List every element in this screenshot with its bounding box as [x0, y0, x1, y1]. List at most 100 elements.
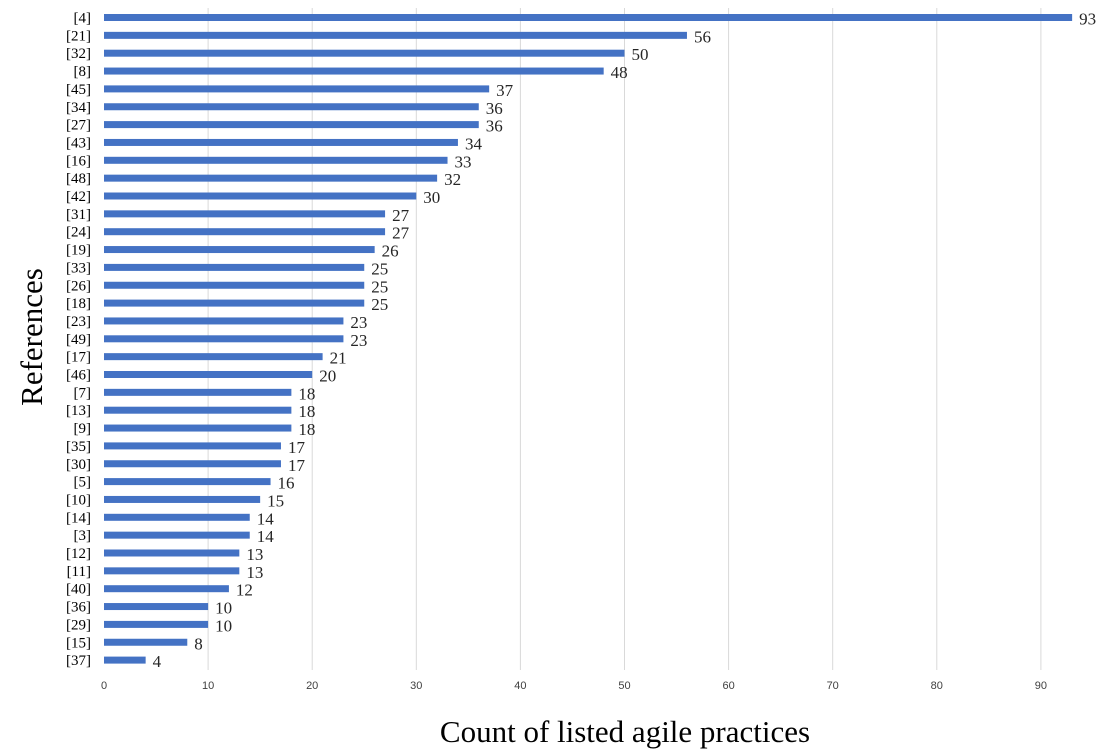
value-label: 25	[371, 295, 388, 314]
value-label: 14	[257, 527, 275, 546]
category-label: [32]	[66, 46, 91, 62]
bar	[104, 603, 209, 611]
category-label: [31]	[66, 207, 91, 223]
bar	[104, 638, 188, 646]
value-label: 18	[298, 384, 315, 403]
value-label: 21	[330, 349, 347, 368]
value-label: 27	[392, 206, 410, 225]
value-label: 20	[319, 367, 336, 386]
value-label: 13	[246, 545, 263, 564]
bar	[104, 406, 292, 414]
value-label: 13	[246, 563, 263, 582]
x-tick-label: 50	[618, 680, 630, 692]
value-label: 33	[455, 152, 472, 171]
bar	[104, 460, 281, 468]
bar	[104, 531, 250, 539]
value-label: 30	[423, 188, 440, 207]
bar	[104, 210, 386, 218]
category-label: [5]	[74, 475, 92, 491]
bar	[104, 228, 386, 236]
value-label: 32	[444, 170, 461, 189]
x-tick-label: 30	[410, 680, 422, 692]
value-label: 23	[350, 331, 367, 350]
bar	[104, 585, 229, 593]
category-label: [24]	[66, 225, 91, 241]
bar	[104, 67, 604, 75]
category-label: [29]	[66, 617, 91, 633]
x-tick-label: 40	[514, 680, 526, 692]
category-label: [46]	[66, 368, 91, 384]
value-label: 93	[1079, 10, 1096, 29]
bar	[104, 192, 417, 200]
category-label: [4]	[74, 11, 92, 27]
category-label: [10]	[66, 492, 91, 508]
category-label: [19]	[66, 243, 91, 259]
bar	[104, 85, 490, 93]
bar	[104, 371, 313, 378]
value-label: 37	[496, 81, 514, 100]
value-label: 8	[194, 634, 203, 653]
category-label: [14]	[66, 510, 91, 526]
bar	[104, 281, 365, 289]
value-label: 10	[215, 599, 232, 618]
category-label: [42]	[66, 189, 91, 205]
bar	[104, 495, 261, 503]
bar	[104, 263, 365, 271]
bar	[104, 138, 458, 146]
value-label: 36	[486, 99, 503, 118]
category-label: [16]	[66, 153, 91, 169]
bars	[104, 14, 1073, 664]
y-axis-title: References	[14, 268, 49, 406]
gridlines	[207, 8, 1042, 670]
value-label: 10	[215, 616, 232, 635]
category-label: [17]	[66, 350, 91, 366]
category-label: [23]	[66, 314, 91, 330]
bar	[104, 335, 344, 343]
x-tick-label: 70	[827, 680, 839, 692]
bar	[104, 442, 281, 450]
value-label: 18	[298, 402, 315, 421]
category-label: [34]	[66, 100, 91, 116]
category-label: [40]	[66, 582, 91, 598]
category-label: [37]	[66, 653, 91, 669]
bar	[104, 478, 271, 486]
bar	[104, 567, 240, 575]
category-label: [36]	[66, 600, 91, 616]
category-label: [11]	[67, 564, 91, 580]
x-tick-label: 0	[101, 680, 107, 692]
bar	[104, 14, 1073, 21]
category-label: [12]	[66, 546, 91, 562]
x-tick-label: 60	[722, 680, 734, 692]
value-label: 4	[153, 652, 162, 671]
value-label: 17	[288, 456, 306, 475]
value-label: 56	[694, 27, 711, 46]
category-label: [7]	[74, 385, 92, 401]
category-label: [45]	[66, 82, 91, 98]
value-label: 34	[465, 134, 483, 153]
bar	[104, 317, 344, 325]
x-tick-label: 10	[202, 680, 214, 692]
value-label: 36	[486, 117, 503, 136]
value-label: 50	[632, 45, 649, 64]
category-label: [15]	[66, 635, 91, 651]
value-label: 12	[236, 581, 253, 600]
category-label: [9]	[74, 421, 92, 437]
bar	[104, 620, 209, 628]
category-label: [21]	[66, 28, 91, 44]
x-tick-label: 20	[306, 680, 318, 692]
bar	[104, 549, 240, 557]
category-label: [30]	[66, 457, 91, 473]
bar	[104, 103, 479, 111]
bar	[104, 156, 448, 164]
value-label: 23	[350, 313, 367, 332]
category-label: [8]	[74, 64, 92, 80]
bar	[104, 246, 375, 254]
bar	[104, 121, 479, 129]
value-label: 14	[257, 509, 275, 528]
category-label: [26]	[66, 278, 91, 294]
bar	[104, 299, 365, 307]
value-label: 27	[392, 224, 410, 243]
category-labels: [4][21] [32] [8] [45] [34] [27][43] [16] [48] [4…	[66, 11, 91, 670]
x-axis-title: Count of listed agile practices	[440, 714, 810, 749]
value-label: 48	[611, 63, 628, 82]
